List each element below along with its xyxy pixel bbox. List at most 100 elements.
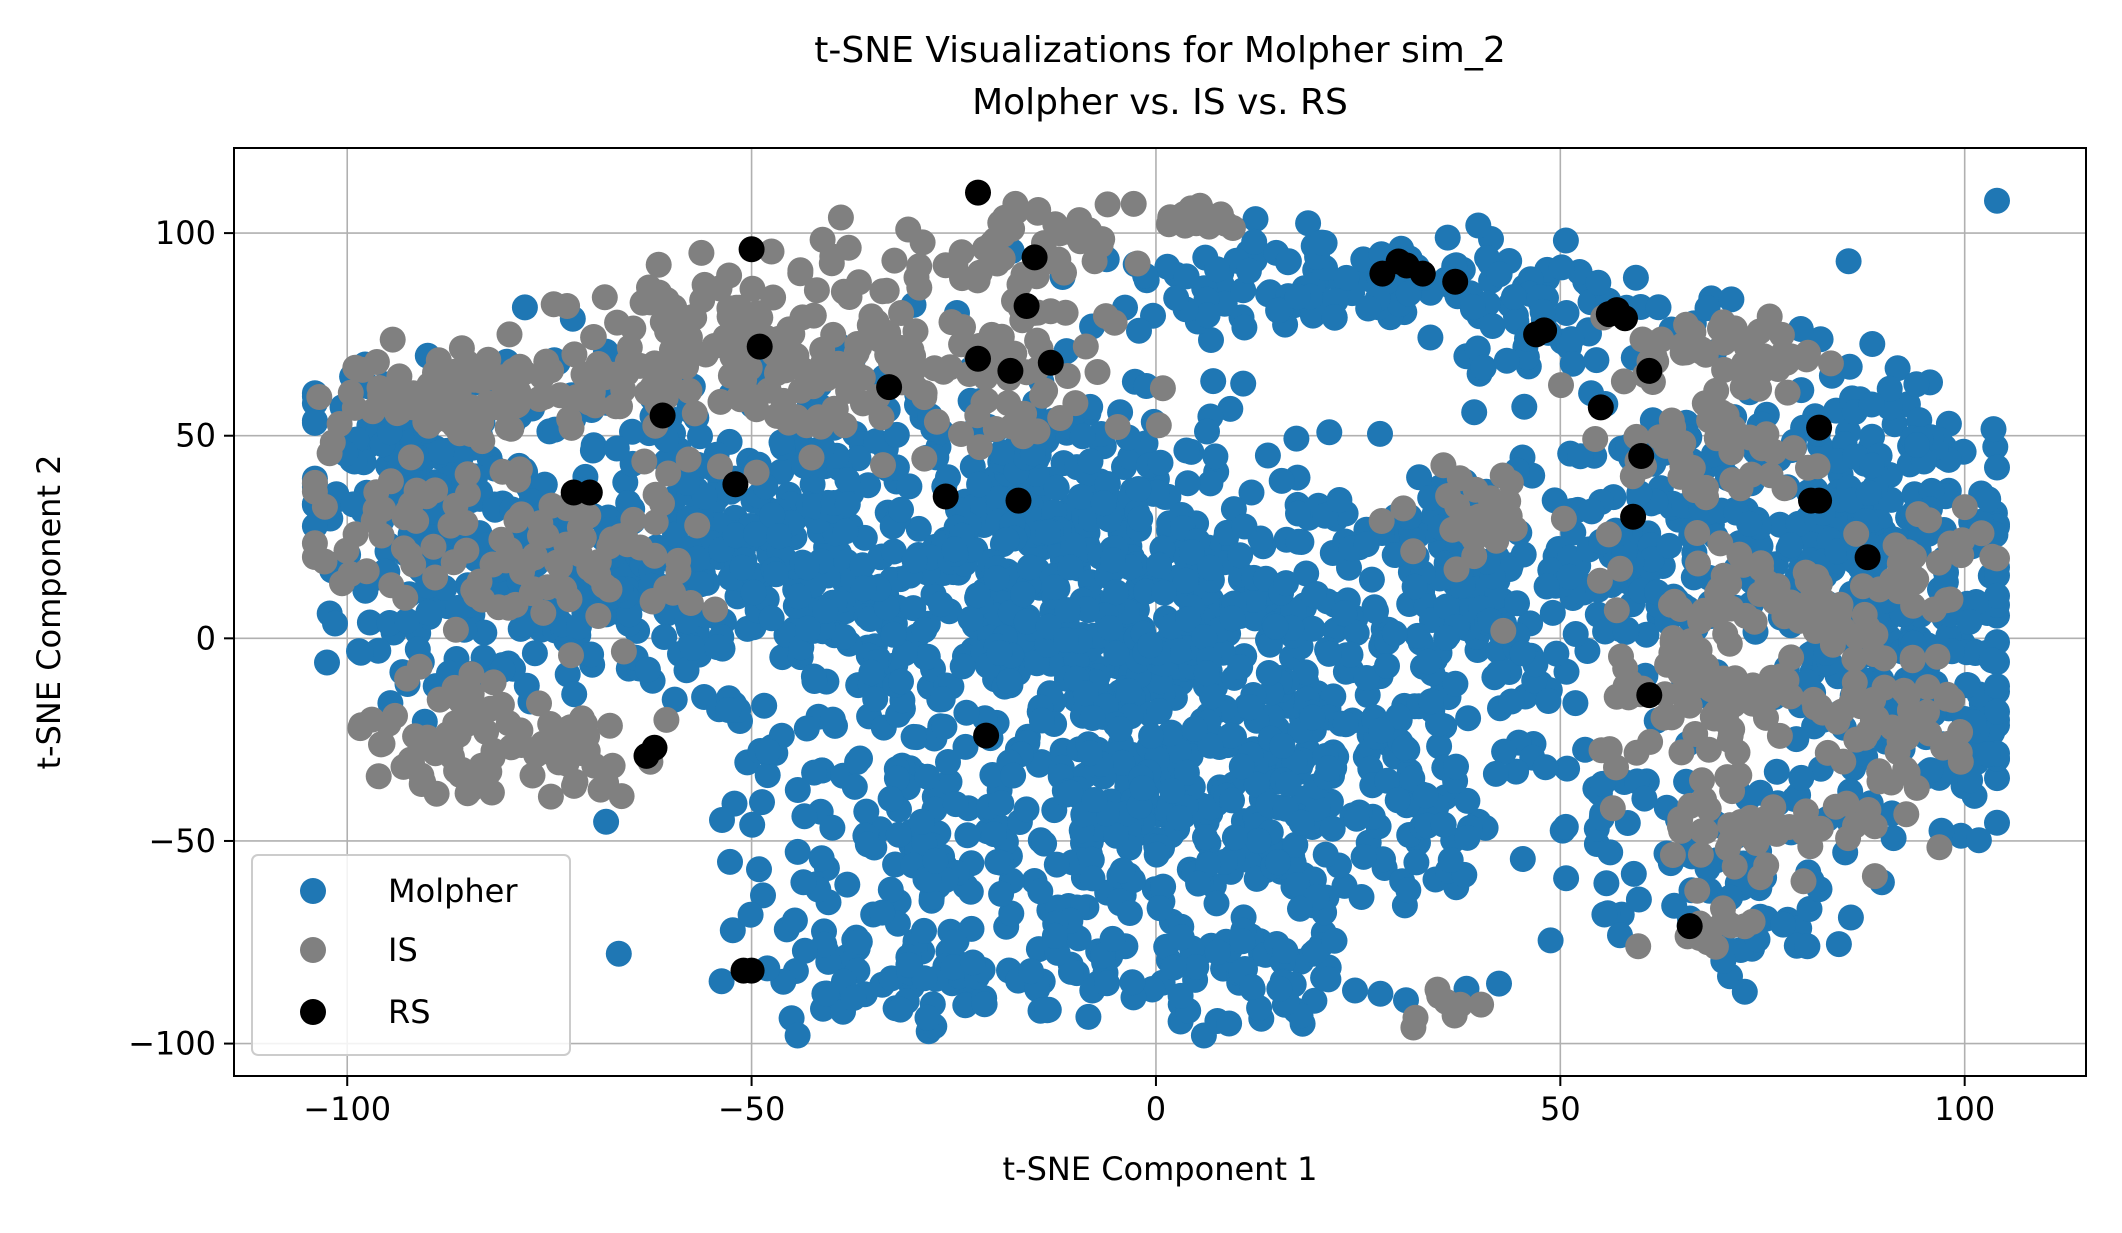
point-is	[1671, 677, 1698, 704]
point-is	[1842, 812, 1868, 839]
point-molpher	[1903, 371, 1930, 398]
point-rs	[997, 357, 1024, 384]
point-molpher	[1552, 227, 1579, 254]
point-is	[382, 702, 408, 729]
point-molpher	[953, 699, 980, 726]
point-molpher	[1486, 970, 1512, 997]
point-molpher	[1197, 470, 1224, 497]
point-is	[707, 388, 734, 415]
point-is	[948, 331, 975, 358]
point-is	[1729, 374, 1756, 401]
point-is	[480, 737, 507, 764]
point-molpher	[1348, 884, 1375, 910]
point-is	[764, 360, 790, 387]
point-molpher	[1661, 892, 1688, 919]
y-axis-ticks: −100 −50 0 50 100	[128, 214, 234, 1063]
point-is	[1468, 991, 1495, 1018]
point-is	[537, 783, 564, 810]
point-rs	[576, 479, 603, 506]
point-molpher	[1137, 632, 1164, 659]
point-is	[1764, 573, 1791, 600]
point-molpher	[1204, 256, 1230, 283]
point-molpher	[1099, 925, 1126, 952]
point-is	[1741, 608, 1768, 635]
point-is	[1984, 545, 2010, 572]
x-tick-label: 0	[1146, 1090, 1166, 1128]
point-is	[743, 459, 770, 486]
point-molpher	[1984, 809, 2010, 836]
point-rs	[1636, 357, 1663, 384]
point-molpher	[880, 621, 907, 648]
point-molpher	[1103, 640, 1130, 667]
point-is	[1862, 621, 1889, 648]
point-molpher	[619, 418, 645, 445]
point-is	[558, 642, 584, 669]
point-is	[849, 364, 876, 391]
point-molpher	[1028, 707, 1055, 734]
point-molpher	[1355, 295, 1382, 322]
point-is	[453, 537, 480, 564]
point-molpher	[1533, 573, 1560, 600]
point-is	[468, 409, 495, 436]
point-is	[613, 360, 640, 387]
point-molpher	[1018, 958, 1044, 985]
point-molpher	[1165, 638, 1192, 665]
point-is	[558, 414, 585, 441]
point-is	[1747, 864, 1774, 891]
point-molpher	[1321, 304, 1348, 331]
point-molpher	[1417, 324, 1444, 351]
point-molpher	[758, 605, 785, 632]
point-molpher	[1509, 846, 1536, 872]
point-molpher	[1548, 254, 1575, 281]
point-is	[553, 716, 580, 743]
point-molpher	[1539, 599, 1566, 626]
point-molpher	[1736, 510, 1763, 537]
point-molpher	[1027, 878, 1054, 905]
point-is	[1586, 567, 1613, 594]
point-molpher	[905, 515, 932, 542]
point-is	[692, 341, 719, 368]
point-is	[681, 304, 708, 331]
point-molpher	[1284, 283, 1311, 310]
point-is	[403, 507, 430, 534]
point-is	[422, 564, 449, 591]
point-molpher	[1275, 771, 1302, 797]
point-molpher	[794, 615, 821, 642]
point-molpher	[1593, 870, 1620, 897]
point-molpher	[1109, 857, 1136, 884]
point-molpher	[729, 554, 756, 581]
point-is	[1688, 336, 1715, 363]
point-is	[1793, 798, 1819, 825]
point-is	[1774, 379, 1801, 406]
x-axis-ticks: −100 −50 0 50 100	[303, 1076, 1995, 1128]
point-molpher	[1285, 500, 1311, 527]
point-is	[1667, 806, 1694, 832]
point-rs	[1587, 394, 1614, 421]
point-molpher	[863, 428, 890, 455]
point-is	[348, 712, 375, 739]
point-molpher	[1174, 470, 1201, 497]
point-is	[1124, 250, 1151, 277]
point-molpher	[1367, 420, 1393, 447]
point-molpher	[1975, 741, 2001, 767]
point-molpher	[880, 538, 907, 565]
point-molpher	[1266, 975, 1293, 1002]
point-is	[1648, 326, 1675, 353]
series-rs	[560, 179, 1881, 984]
point-is	[527, 510, 554, 537]
point-molpher	[347, 639, 374, 666]
point-is	[1843, 520, 1870, 547]
point-is	[1695, 736, 1722, 763]
point-molpher	[687, 423, 713, 450]
point-rs	[1806, 414, 1833, 441]
point-molpher	[1319, 815, 1346, 842]
point-molpher	[1173, 437, 1200, 464]
point-is	[787, 377, 814, 404]
point-molpher	[1554, 755, 1581, 782]
point-is	[1685, 550, 1711, 577]
point-molpher	[1202, 443, 1229, 470]
point-rs	[1628, 443, 1655, 469]
point-is	[1924, 643, 1951, 670]
point-is	[413, 483, 440, 510]
point-molpher	[1509, 640, 1536, 667]
